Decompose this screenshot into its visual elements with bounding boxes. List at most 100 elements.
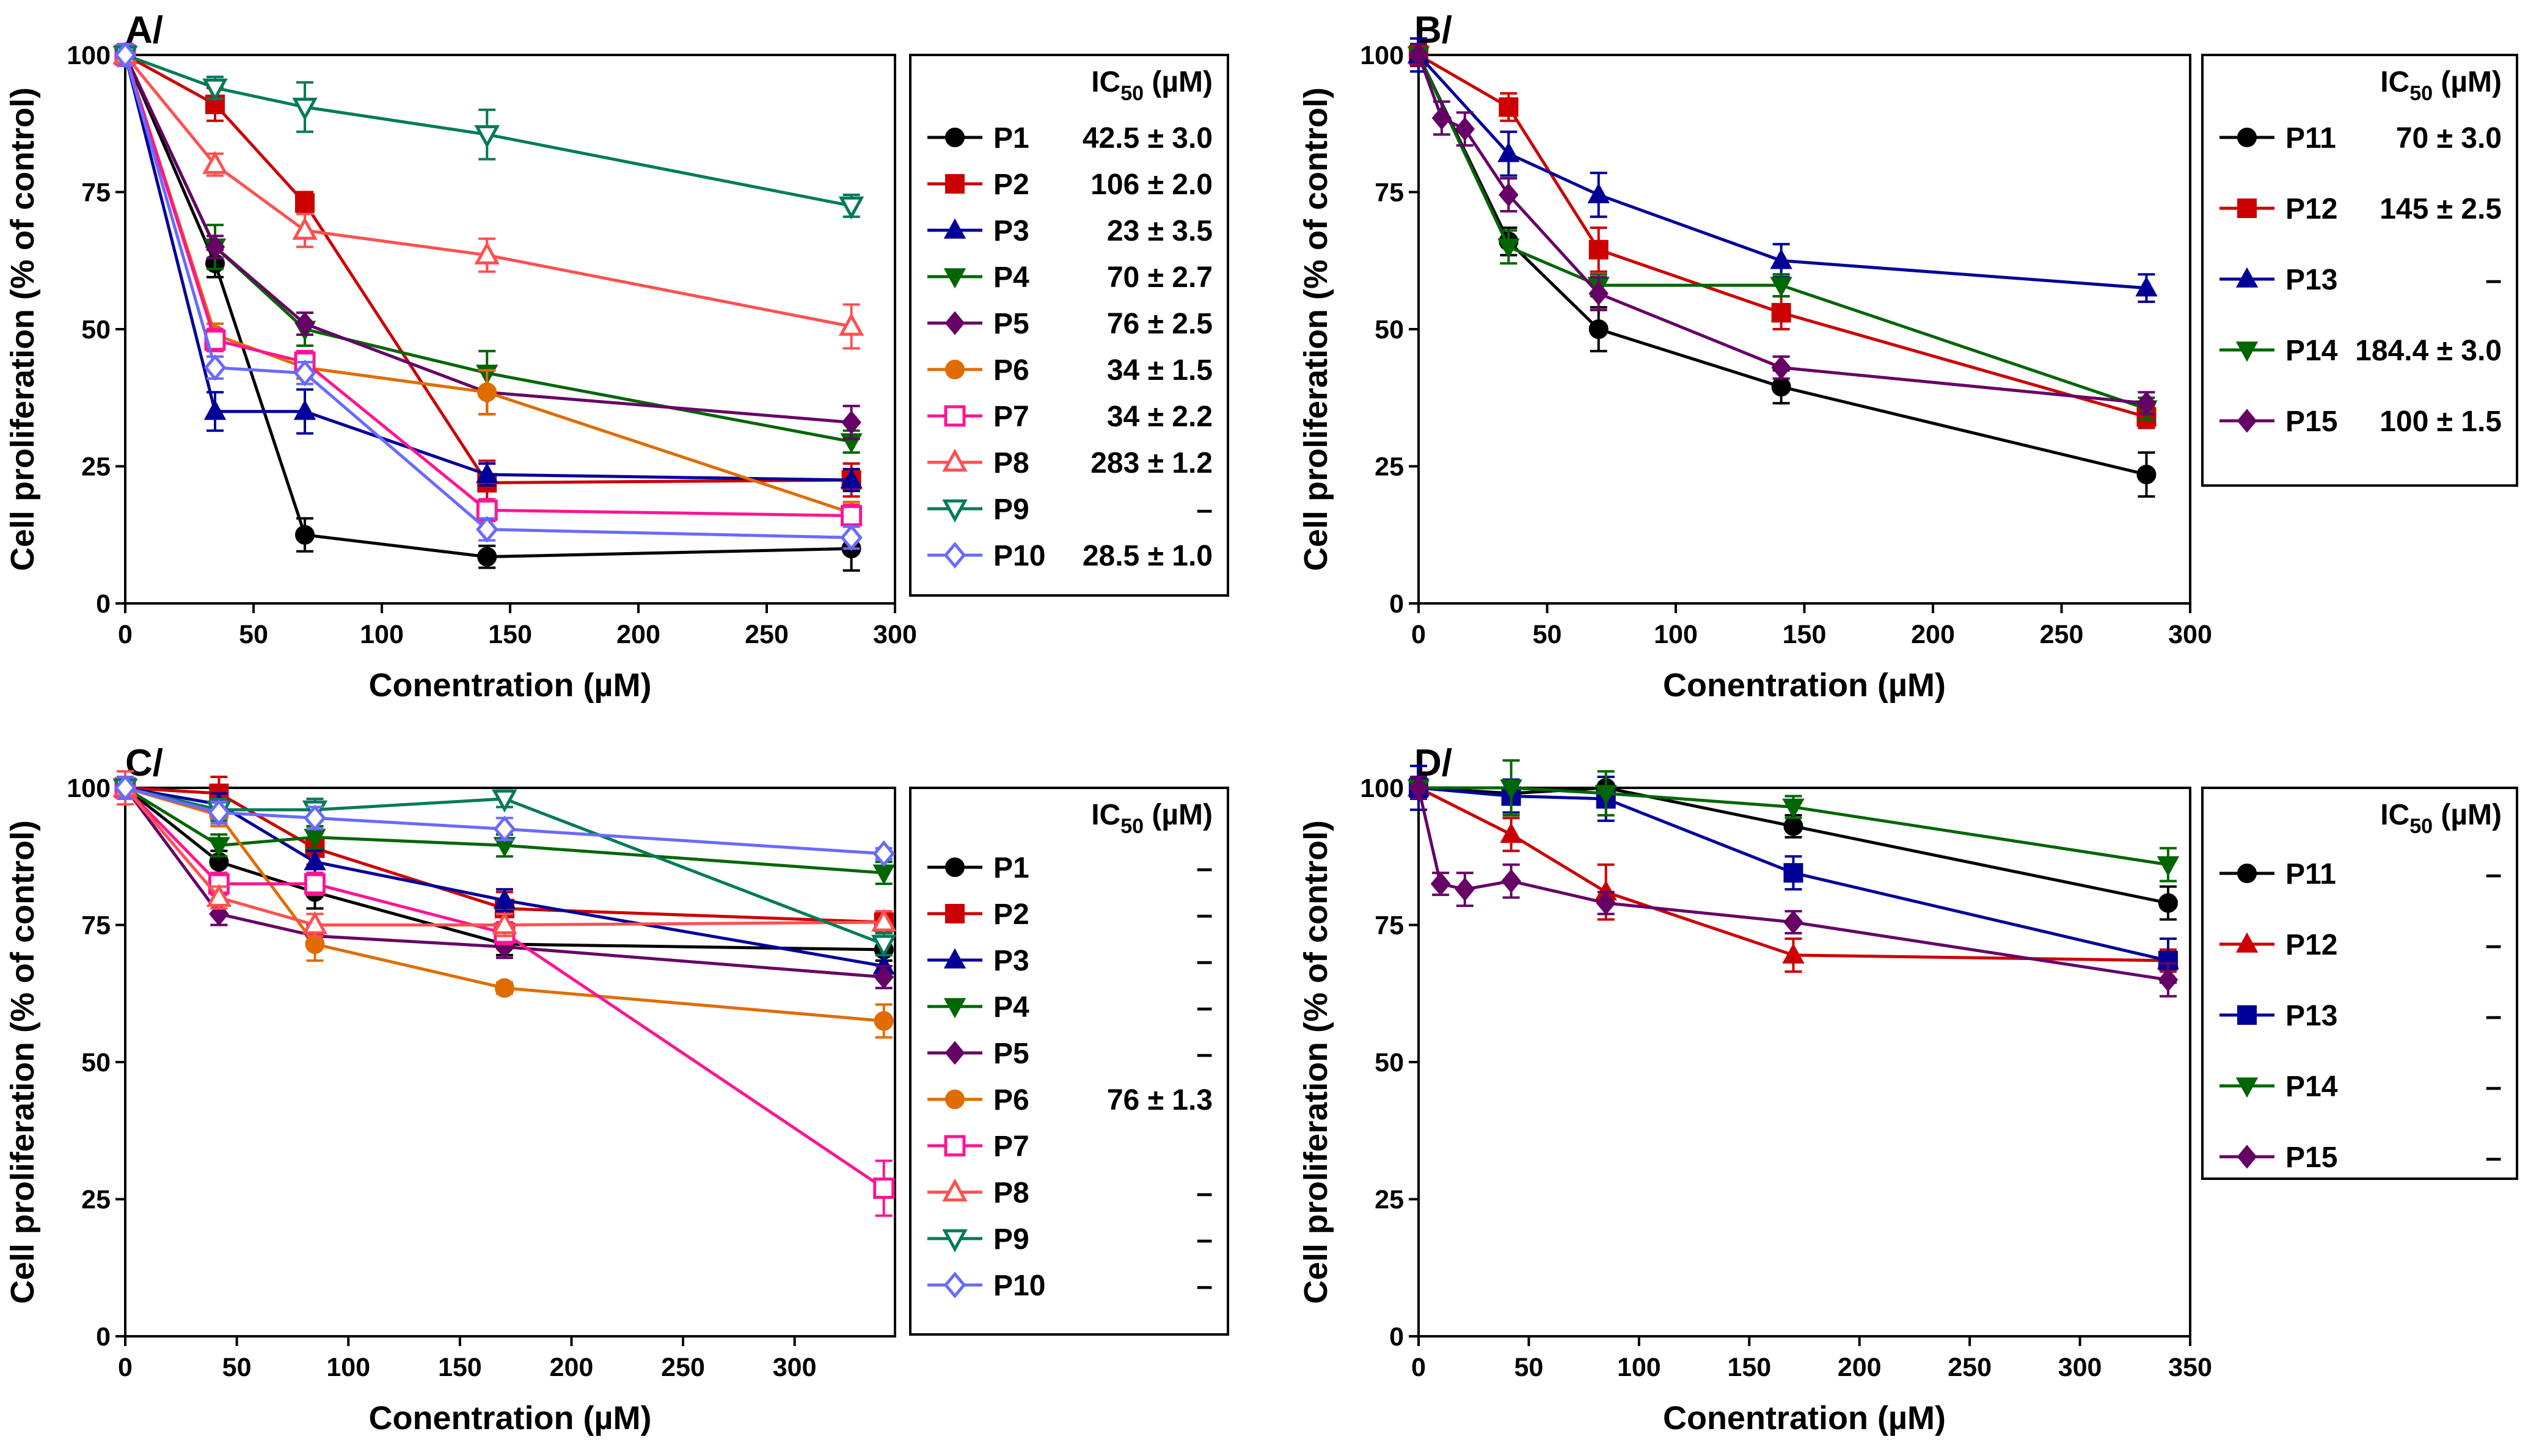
legend-swatch-marker: [2237, 864, 2257, 883]
legend: IC50 (µM) P1 42.5 ± 3.0 P2 106 ± 2.0 P3 23 ± 3…: [909, 54, 1229, 597]
x-tick-label: 200: [1838, 1353, 1882, 1382]
data-point: [295, 525, 315, 545]
legend-header-ic: IC: [1091, 66, 1120, 98]
legend-series-name: P10: [993, 1270, 1045, 1302]
y-tick-label: 50: [81, 1048, 111, 1077]
data-point: [872, 864, 895, 885]
data-point: [293, 399, 316, 420]
legend-header-unit: (µM): [1144, 66, 1213, 98]
y-tick-label: 0: [1389, 1322, 1404, 1352]
data-point: [1783, 816, 1803, 836]
legend-ic50-value: 283 ± 1.2: [1090, 447, 1213, 479]
x-tick-label: 300: [2058, 1353, 2102, 1382]
legend-series-name: P14: [2285, 1071, 2338, 1103]
legend-frame: [2201, 54, 2518, 487]
legend-ic50-value: 34 ± 1.5: [1107, 354, 1213, 387]
legend-swatch-marker: [944, 311, 965, 335]
legend-header-ic: IC: [1091, 799, 1120, 831]
legend-ic50-value: 70 ± 3.0: [2396, 122, 2502, 155]
data-point: [492, 911, 517, 934]
legend-swatch-marker: [945, 360, 965, 379]
data-point: [292, 216, 318, 240]
legend-ic50-value: –: [2485, 264, 2502, 296]
data-point: [477, 382, 497, 402]
data-point: [1455, 117, 1475, 141]
x-axis-label: Conentration (µM): [368, 667, 651, 704]
legend-series-name: P15: [2285, 1141, 2337, 1174]
legend-swatch-marker: [942, 1178, 968, 1202]
x-tick-label: 100: [360, 620, 404, 649]
x-tick-label: 300: [773, 1353, 817, 1382]
data-point: [2136, 391, 2157, 415]
x-tick-label: 300: [2168, 620, 2212, 649]
legend-swatch-marker: [943, 218, 966, 239]
data-point: [493, 815, 516, 843]
x-tick-label: 50: [239, 620, 268, 649]
data-point: [2135, 276, 2158, 297]
legend-series-name: P6: [993, 1084, 1029, 1116]
y-tick-label: 25: [1375, 1185, 1404, 1215]
legend-swatch-marker: [944, 1041, 965, 1065]
data-point: [477, 547, 497, 567]
y-tick-label: 75: [81, 911, 111, 941]
legend-header-unit: (µM): [1144, 799, 1213, 831]
data-point: [871, 934, 897, 958]
x-tick-label: 300: [873, 620, 917, 649]
legend-ic50-value: –: [1196, 1223, 1213, 1256]
legend-series-name: P11: [2285, 122, 2336, 155]
plot-frame: [1417, 787, 2191, 1338]
x-tick-label: 100: [326, 1353, 370, 1382]
legend-header: IC50 (µM): [2380, 66, 2502, 105]
legend-ic50-value: 42.5 ± 3.0: [1083, 122, 1213, 155]
y-tick-label: 100: [1360, 41, 1404, 70]
data-point: [474, 125, 500, 148]
legend-series-name: P3: [993, 945, 1029, 977]
y-axis-label: Cell proliferation (% of control): [1298, 87, 1334, 571]
data-point: [1500, 823, 1522, 843]
data-point: [475, 515, 499, 543]
legend-series-name: P2: [993, 169, 1029, 201]
x-tick-label: 0: [118, 1353, 133, 1382]
data-point: [1770, 277, 1792, 297]
legend-swatch-marker: [945, 128, 965, 147]
data-point: [304, 850, 326, 870]
y-tick-label: 0: [96, 1322, 111, 1352]
legend-swatch-marker: [942, 448, 968, 472]
legend-ic50-value: –: [2485, 929, 2502, 961]
x-tick-label: 150: [1727, 1353, 1771, 1382]
data-point: [1588, 282, 1609, 306]
data-point: [302, 911, 328, 934]
data-point: [492, 789, 517, 813]
legend-swatch-marker: [2237, 198, 2257, 218]
y-tick-label: 75: [1375, 911, 1404, 941]
legend: IC50 (µM) P11 – P12 – P13 – P14 – P15 –: [2201, 787, 2518, 1180]
data-point: [292, 98, 318, 121]
legend-series-name: P9: [993, 493, 1029, 526]
data-point: [840, 524, 863, 551]
data-point: [1782, 798, 1805, 819]
y-tick-label: 75: [1375, 178, 1404, 208]
data-point: [202, 78, 228, 102]
legend-swatch-marker: [943, 1272, 966, 1298]
data-point: [1596, 891, 1617, 915]
x-tick-label: 0: [1411, 1353, 1426, 1382]
legend-swatch-marker: [2237, 1145, 2257, 1169]
legend-header-unit: (µM): [2433, 799, 2502, 831]
y-axis-label: Cell proliferation (% of control): [1298, 820, 1334, 1304]
y-tick-label: 25: [81, 453, 111, 482]
series-p10: [114, 774, 895, 867]
y-tick-label: 50: [1375, 315, 1404, 344]
legend-series-name: P13: [2285, 1000, 2337, 1032]
series-p9: [112, 43, 864, 220]
legend-frame: [909, 787, 1229, 1336]
data-point: [2158, 893, 2178, 913]
data-point: [1408, 776, 1429, 800]
y-tick-label: 0: [1389, 589, 1404, 619]
data-point: [1499, 183, 1519, 207]
data-point: [1770, 249, 1792, 269]
series-p11: [1409, 43, 2157, 498]
legend-ic50-value: –: [1196, 493, 1213, 526]
legend-swatch-marker: [944, 405, 966, 427]
data-point: [1588, 239, 1609, 260]
